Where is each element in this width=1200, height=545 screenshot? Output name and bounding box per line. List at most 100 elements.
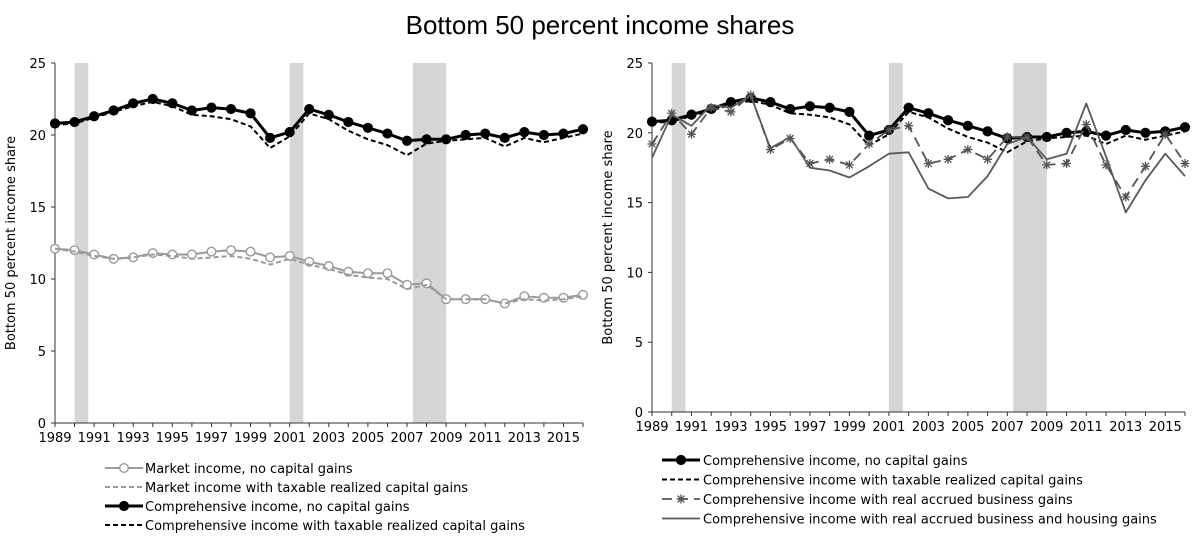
- x-tick-label: 1993: [117, 431, 150, 446]
- data-point: [343, 116, 354, 128]
- recession-band: [1013, 63, 1047, 412]
- data-point: [1180, 159, 1190, 169]
- data-point: [538, 129, 549, 141]
- y-tick-label: 20: [29, 129, 46, 144]
- data-point: [401, 135, 413, 146]
- y-tick-label: 5: [635, 336, 643, 351]
- x-tick-label: 1995: [754, 420, 787, 435]
- data-point: [206, 102, 217, 113]
- x-tick-label: 1997: [195, 431, 228, 446]
- data-point: [578, 289, 589, 300]
- x-tick-label: 1995: [156, 431, 189, 446]
- data-point: [265, 252, 276, 263]
- data-point: [646, 116, 658, 127]
- x-tick-label: 1999: [234, 431, 267, 446]
- series-line: [54, 100, 584, 157]
- recession-band: [289, 63, 304, 423]
- data-point: [421, 134, 432, 145]
- legend-label: Comprehensive income, no capital gains: [145, 500, 410, 515]
- data-point: [304, 103, 315, 115]
- data-point: [844, 106, 855, 117]
- x-tick-label: 1993: [714, 420, 747, 435]
- data-point: [480, 128, 491, 139]
- data-point: [1141, 161, 1151, 171]
- data-point: [519, 127, 530, 138]
- series-line: [651, 94, 1186, 214]
- data-point: [186, 249, 197, 260]
- legend-label: Comprehensive income with taxable realiz…: [703, 474, 1083, 489]
- data-point: [69, 245, 80, 256]
- series-line: [54, 247, 584, 305]
- data-point: [382, 268, 393, 279]
- data-point: [706, 103, 716, 113]
- data-point: [844, 160, 854, 170]
- recession-band: [888, 63, 903, 412]
- legend-label: Comprehensive income, no capital gains: [703, 454, 968, 469]
- x-tick-label: 2011: [469, 431, 502, 446]
- data-point: [1101, 160, 1111, 170]
- data-point: [167, 98, 178, 109]
- data-point: [558, 128, 569, 139]
- x-tick-label: 1989: [635, 420, 668, 435]
- data-point: [245, 246, 256, 257]
- data-point: [923, 159, 933, 169]
- data-point: [519, 291, 530, 302]
- y-tick-label: 25: [626, 57, 643, 72]
- y-tick-label: 10: [626, 266, 643, 281]
- data-point: [1042, 160, 1052, 170]
- x-tick-label: 2013: [508, 431, 541, 446]
- data-point: [1062, 159, 1072, 169]
- data-point: [1002, 132, 1012, 142]
- x-tick-label: 2013: [1109, 420, 1142, 435]
- y-tick-label: 25: [29, 57, 46, 72]
- x-tick-label: 2015: [1149, 420, 1182, 435]
- data-point: [225, 245, 236, 256]
- series-line: [651, 96, 1186, 140]
- data-point: [1041, 131, 1052, 143]
- data-point: [864, 130, 875, 141]
- data-point: [147, 93, 158, 105]
- data-point: [1100, 130, 1112, 141]
- data-point: [577, 124, 589, 135]
- data-point: [147, 248, 158, 259]
- data-point: [943, 115, 954, 126]
- data-point: [903, 102, 914, 113]
- data-point: [1140, 127, 1151, 138]
- x-tick-label: 2001: [872, 420, 905, 435]
- data-point: [323, 109, 334, 120]
- data-point: [206, 246, 217, 257]
- data-point: [558, 292, 569, 303]
- x-tick-label: 2011: [1070, 420, 1103, 435]
- data-point: [167, 249, 178, 260]
- data-point: [667, 108, 677, 118]
- data-point: [686, 109, 697, 120]
- data-point: [982, 126, 993, 137]
- data-point: [284, 250, 295, 261]
- y-axis-title: Bottom 50 percent income share: [601, 130, 616, 344]
- data-point: [499, 132, 510, 143]
- y-tick-label: 0: [38, 417, 46, 432]
- data-point: [647, 139, 657, 149]
- y-tick-label: 15: [29, 201, 46, 216]
- data-point: [1160, 129, 1170, 139]
- data-point: [460, 129, 471, 141]
- legend-marker: [675, 454, 687, 466]
- legend-marker: [676, 494, 686, 504]
- chart-panel-1: 0 5 10 15 20 25 1989 1991 1993 1995 1997 1999 2001 20…: [4, 57, 589, 534]
- data-point: [225, 103, 237, 115]
- y-tick-label: 15: [626, 197, 643, 212]
- data-point: [1061, 127, 1072, 138]
- data-point: [362, 268, 373, 279]
- legend-marker: [118, 500, 130, 512]
- data-point: [69, 116, 80, 128]
- data-point: [1081, 119, 1091, 129]
- x-tick-label: 2005: [351, 431, 384, 446]
- y-tick-label: 10: [29, 273, 46, 288]
- data-point: [362, 122, 373, 133]
- data-point: [962, 120, 973, 131]
- data-point: [1179, 122, 1191, 133]
- x-tick-label: 1991: [675, 420, 708, 435]
- legend-label: Market income with taxable realized capi…: [145, 481, 468, 496]
- x-tick-label: 1999: [833, 420, 866, 435]
